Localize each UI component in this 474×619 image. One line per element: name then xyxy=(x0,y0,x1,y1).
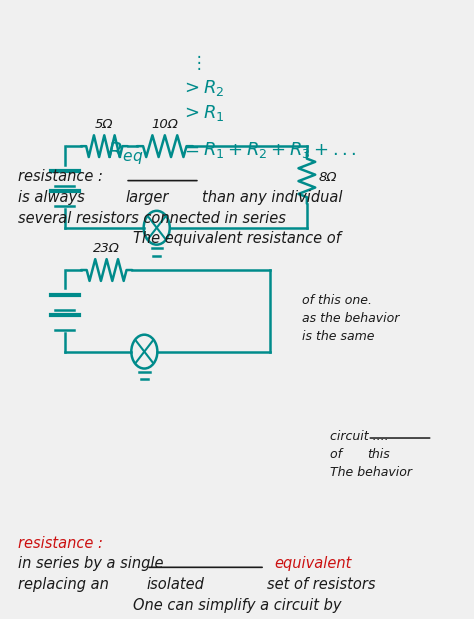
Text: The equivalent resistance of: The equivalent resistance of xyxy=(133,231,341,246)
Text: ⋮: ⋮ xyxy=(191,54,207,72)
Text: $\mathit{> R_1}$: $\mathit{> R_1}$ xyxy=(181,103,225,123)
Text: of this one.: of this one. xyxy=(302,294,372,307)
Text: than any individual: than any individual xyxy=(202,190,343,206)
Text: in series by a single: in series by a single xyxy=(18,556,164,571)
Text: circuit ....: circuit .... xyxy=(330,430,389,443)
Text: One can simplify a circuit by: One can simplify a circuit by xyxy=(133,597,341,613)
Text: is always: is always xyxy=(18,190,90,206)
Text: as the behavior: as the behavior xyxy=(302,313,400,326)
Text: set of resistors: set of resistors xyxy=(267,577,376,592)
Text: 5Ω: 5Ω xyxy=(95,118,114,131)
Text: $\mathit{= R_1 + R_2 + R_3 + ...}$: $\mathit{= R_1 + R_2 + R_3 + ...}$ xyxy=(181,140,357,160)
Text: The behavior: The behavior xyxy=(330,466,412,479)
Text: several resistors connected in series: several resistors connected in series xyxy=(18,212,286,227)
Text: of: of xyxy=(330,448,346,461)
Text: equivalent: equivalent xyxy=(274,556,352,571)
Text: this: this xyxy=(367,448,390,461)
Text: resistance :: resistance : xyxy=(18,536,103,551)
Text: larger: larger xyxy=(125,190,169,206)
Text: is the same: is the same xyxy=(302,331,374,344)
Text: isolated: isolated xyxy=(146,577,204,592)
Text: replacing an: replacing an xyxy=(18,577,109,592)
Text: $\mathit{> R_2}$: $\mathit{> R_2}$ xyxy=(181,78,225,98)
Text: 8Ω: 8Ω xyxy=(319,171,337,184)
Text: $\mathit{R_{eq}}$: $\mathit{R_{eq}}$ xyxy=(107,140,143,167)
Text: 23Ω: 23Ω xyxy=(93,242,120,255)
Text: resistance :: resistance : xyxy=(18,169,103,184)
Text: 10Ω: 10Ω xyxy=(151,118,178,131)
